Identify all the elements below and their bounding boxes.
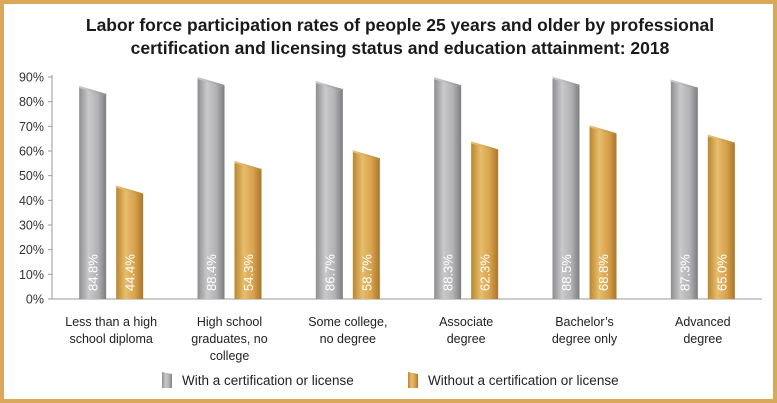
category-label-5: degree only [552,332,618,346]
bar-with-cert-3 [315,81,343,299]
data-label-without-cert-4: 62.3% [478,254,493,291]
bar-with-cert-6 [670,79,698,299]
bar-cap-without-cert-6 [707,134,735,145]
y-tick-label: 0% [26,293,44,307]
bar-cap-with-cert-4 [434,77,462,88]
legend-label-without-cert: Without a certification or license [428,373,619,388]
category-label-4: degree [447,332,486,346]
bar-with-cert-2 [197,76,225,299]
category-label-2: graduates, no [191,332,267,346]
bar-with-cert-1 [79,85,107,300]
bar-layer [79,76,735,300]
category-label-3: no degree [320,332,376,346]
category-label-6: Advanced [675,315,731,329]
category-label-2: High school [197,315,262,329]
legend-swatch-with-cert [162,372,172,388]
axis-layer: 0% 10% 20% 30% 40% 50% 60% 70% 80% 90% [19,71,762,307]
bar-cap-without-cert-2 [234,161,262,172]
bar-cap-with-cert-6 [670,79,698,90]
chart-title-line-2: certification and licensing status and e… [130,38,670,58]
legend-swatch-without-cert [408,372,418,388]
data-label-without-cert-1: 44.4% [123,254,138,291]
data-label-without-cert-5: 68.8% [596,254,611,291]
bar-cap-with-cert-5 [552,76,580,87]
chart-title-line-1: Labor force participation rates of peopl… [85,15,715,35]
bar-with-cert-4 [434,77,462,300]
category-label-1: Less than a high [65,315,157,329]
y-tick-label: 20% [19,243,44,257]
bar-without-cert-5 [589,125,617,299]
data-label-with-cert-4: 88.3% [441,254,456,291]
bar-cap-without-cert-5 [589,125,617,136]
y-tick-label: 40% [19,194,44,208]
bar-without-cert-3 [352,150,380,299]
data-label-with-cert-3: 86.7% [322,254,337,291]
label-layer: 84.8% 44.4% Less than a high school diploma… [65,254,730,363]
y-tick-label: 70% [19,120,44,134]
y-tick-label: 60% [19,145,44,159]
category-label-6: degree [683,332,722,346]
bar-with-cert-5 [552,76,580,299]
y-tick-label: 50% [19,169,44,183]
bar-without-cert-6 [707,134,735,299]
bar-cap-with-cert-1 [79,85,107,96]
bar-cap-with-cert-2 [197,76,225,87]
category-label-4: Associate [439,315,493,329]
bar-without-cert-2 [234,161,262,299]
bar-cap-without-cert-1 [116,185,144,196]
data-label-with-cert-1: 84.8% [86,254,101,291]
y-tick-label: 30% [19,219,44,233]
data-label-without-cert-6: 65.0% [714,254,729,291]
bar-without-cert-4 [471,141,499,299]
data-label-with-cert-6: 87.3% [677,254,692,291]
category-label-2: college [210,349,250,363]
category-label-1: school diploma [69,332,152,346]
data-label-without-cert-2: 54.3% [241,254,256,291]
data-label-with-cert-2: 88.4% [204,254,219,291]
bar-cap-without-cert-4 [471,141,499,152]
bar-cap-with-cert-3 [315,81,343,92]
y-tick-label: 80% [19,95,44,109]
data-label-with-cert-5: 88.5% [559,254,574,291]
data-label-without-cert-3: 58.7% [359,254,374,291]
y-tick-label: 10% [19,268,44,282]
category-label-3: Some college, [308,315,387,329]
chart-title: Labor force participation rates of peopl… [60,14,740,60]
legend: With a certification or license Without a… [162,372,619,388]
legend-label-with-cert: With a certification or license [182,373,354,388]
bar-without-cert-1 [116,185,144,299]
bar-cap-without-cert-3 [352,150,380,161]
category-label-5: Bachelor’s [555,315,614,329]
y-tick-label: 90% [19,71,44,85]
